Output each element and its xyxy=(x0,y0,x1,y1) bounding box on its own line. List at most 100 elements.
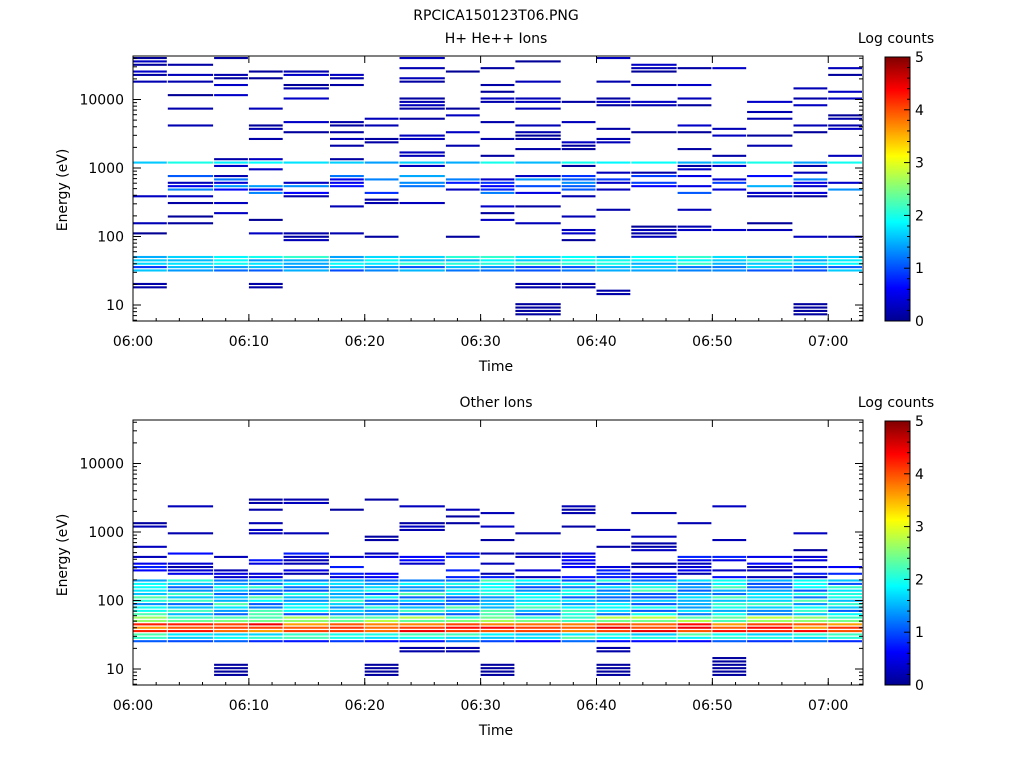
heatmap-cell xyxy=(167,215,214,218)
heatmap-cell xyxy=(445,623,480,626)
heatmap-cell xyxy=(364,498,399,501)
heatmap-cell xyxy=(480,191,515,194)
heatmap-cell xyxy=(793,269,828,272)
heatmap-cell xyxy=(561,188,596,191)
heatmap-cell xyxy=(399,181,445,184)
heatmap-cell xyxy=(399,97,445,100)
heatmap-cell xyxy=(561,613,596,616)
heatmap-cell xyxy=(214,77,248,80)
heatmap-cell xyxy=(445,589,480,592)
heatmap-cell xyxy=(515,80,561,83)
heatmap-cell xyxy=(364,201,399,205)
heatmap-plot xyxy=(133,57,862,316)
heatmap-cell xyxy=(747,599,793,602)
heatmap-cell xyxy=(480,572,515,575)
heatmap-cell xyxy=(445,508,480,511)
heatmap-cell xyxy=(515,309,561,312)
heatmap-cell xyxy=(214,673,248,676)
heatmap-cell xyxy=(828,188,862,191)
heatmap-cell xyxy=(248,191,283,194)
heatmap-cell xyxy=(283,235,329,238)
heatmap-cell xyxy=(596,646,631,649)
heatmap-cell xyxy=(515,640,561,643)
heatmap-cell xyxy=(515,606,561,609)
x-tick-label: 06:50 xyxy=(692,698,732,714)
heatmap-cell xyxy=(364,667,399,670)
heatmap-cell xyxy=(747,262,793,265)
heatmap-cell xyxy=(214,269,248,272)
heatmap-cell xyxy=(480,525,515,528)
heatmap-cell xyxy=(747,582,793,585)
heatmap-cell xyxy=(631,255,677,259)
heatmap-cell xyxy=(677,592,712,596)
heatmap-cell xyxy=(445,606,480,609)
heatmap-cell xyxy=(828,623,862,626)
heatmap-cell xyxy=(561,195,596,198)
heatmap-cell xyxy=(445,592,480,596)
heatmap-cell xyxy=(561,552,596,555)
heatmap-cell xyxy=(330,158,364,161)
heatmap-cell xyxy=(561,121,596,124)
heatmap-cell xyxy=(283,640,329,643)
heatmap-cell xyxy=(712,228,747,232)
heatmap-cell xyxy=(631,104,677,107)
heatmap-cell xyxy=(399,596,445,599)
heatmap-cell xyxy=(364,178,399,181)
heatmap-cell xyxy=(631,596,677,599)
heatmap-cell xyxy=(515,137,561,141)
heatmap-cell xyxy=(364,613,399,616)
heatmap-cell xyxy=(631,565,677,569)
heatmap-cell xyxy=(445,609,480,612)
heatmap-cell xyxy=(712,670,747,673)
heatmap-cell xyxy=(828,599,862,602)
heatmap-cell xyxy=(248,266,283,269)
heatmap-cell xyxy=(399,640,445,643)
heatmap-cell xyxy=(515,603,561,606)
heatmap-cell xyxy=(133,525,167,528)
heatmap-cell xyxy=(248,282,283,285)
heatmap-cell xyxy=(793,640,828,643)
heatmap-cell xyxy=(596,650,631,653)
heatmap-cell xyxy=(712,606,747,609)
heatmap-cell xyxy=(330,121,364,124)
heatmap-cell xyxy=(561,508,596,511)
x-axis-label: Time xyxy=(478,359,513,375)
heatmap-cell xyxy=(330,589,364,592)
heatmap-cell xyxy=(596,599,631,602)
x-tick-label: 06:30 xyxy=(460,698,500,714)
heatmap-cell xyxy=(133,57,167,60)
heatmap-cell xyxy=(561,603,596,606)
heatmap-cell xyxy=(364,124,399,127)
heatmap-cell xyxy=(677,616,712,619)
x-tick-label: 06:30 xyxy=(460,334,500,350)
heatmap-cell xyxy=(828,592,862,596)
heatmap-cell xyxy=(793,131,828,134)
heatmap-cell xyxy=(330,603,364,606)
heatmap-cell xyxy=(793,164,828,167)
heatmap-cell xyxy=(167,572,214,575)
x-tick-label: 06:40 xyxy=(576,698,616,714)
heatmap-cell xyxy=(330,626,364,629)
heatmap-cell xyxy=(480,670,515,673)
heatmap-cell xyxy=(399,606,445,609)
heatmap-cell xyxy=(561,232,596,235)
heatmap-cell xyxy=(364,596,399,599)
heatmap-cell xyxy=(399,522,445,525)
heatmap-cell xyxy=(596,572,631,575)
heatmap-cell xyxy=(515,100,561,103)
heatmap-cell xyxy=(596,596,631,599)
heatmap-cell xyxy=(167,603,214,606)
heatmap-cell xyxy=(214,57,248,60)
heatmap-cell xyxy=(214,606,248,609)
heatmap-cell xyxy=(283,73,329,76)
x-tick-label: 06:50 xyxy=(692,334,732,350)
heatmap-cell xyxy=(399,579,445,582)
heatmap-cell xyxy=(167,262,214,265)
heatmap-cell xyxy=(712,603,747,606)
heatmap-cell xyxy=(283,191,329,194)
heatmap-cell xyxy=(515,286,561,289)
heatmap-cell xyxy=(480,592,515,596)
heatmap-cell xyxy=(248,70,283,73)
heatmap-cell xyxy=(133,73,167,76)
heatmap-cell xyxy=(596,592,631,596)
